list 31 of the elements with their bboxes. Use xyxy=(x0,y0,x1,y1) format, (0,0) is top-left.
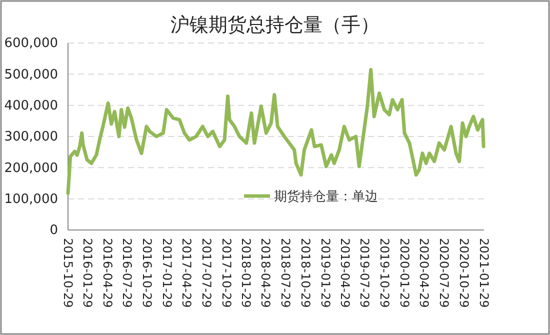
x-tick-label: 2020-01-29 xyxy=(397,238,412,308)
x-tick-label: 2015-10-29 xyxy=(60,238,75,308)
y-tick-label: 500,000 xyxy=(4,67,58,82)
x-tick-label: 2018-01-29 xyxy=(239,238,254,308)
x-tick-label: 2020-07-29 xyxy=(436,238,451,308)
x-tick-label: 2019-10-29 xyxy=(378,238,392,308)
x-tick-label: 2020-04-29 xyxy=(417,238,432,308)
x-tick-label: 2019-07-29 xyxy=(358,238,372,308)
y-tick-label: 200,000 xyxy=(4,160,58,176)
y-tick-label: 100,000 xyxy=(4,192,58,207)
x-tick-label: 2016-10-29 xyxy=(140,238,154,308)
chart-title: 沪镍期货总持仓量（手） xyxy=(170,14,380,36)
x-tick-label: 2016-01-29 xyxy=(80,238,95,308)
y-tick-label: 600,000 xyxy=(4,36,58,52)
legend-label: 期货持仓量：单边 xyxy=(274,190,378,205)
x-tick-label: 2017-10-29 xyxy=(219,238,234,308)
x-tick-label: 2018-07-29 xyxy=(278,238,292,308)
x-tick-label: 2019-04-29 xyxy=(338,238,352,308)
x-tick-label: 2017-04-29 xyxy=(180,238,194,308)
x-tick-label: 2020-10-29 xyxy=(456,238,471,308)
x-tick-label: 2021-01-29 xyxy=(476,238,491,308)
x-tick-label: 2017-07-29 xyxy=(199,238,214,308)
x-tick-label: 2019-01-29 xyxy=(318,238,332,308)
y-tick-label: 0 xyxy=(50,223,58,238)
x-tick-label: 2016-04-29 xyxy=(100,238,114,308)
x-tick-label: 2018-04-29 xyxy=(258,238,273,308)
x-tick-label: 2017-01-29 xyxy=(160,238,174,308)
x-tick-label: 2018-10-29 xyxy=(298,238,312,308)
y-tick-label: 300,000 xyxy=(4,130,58,145)
x-tick-label: 2016-07-29 xyxy=(120,238,134,308)
y-tick-label: 400,000 xyxy=(4,98,58,114)
